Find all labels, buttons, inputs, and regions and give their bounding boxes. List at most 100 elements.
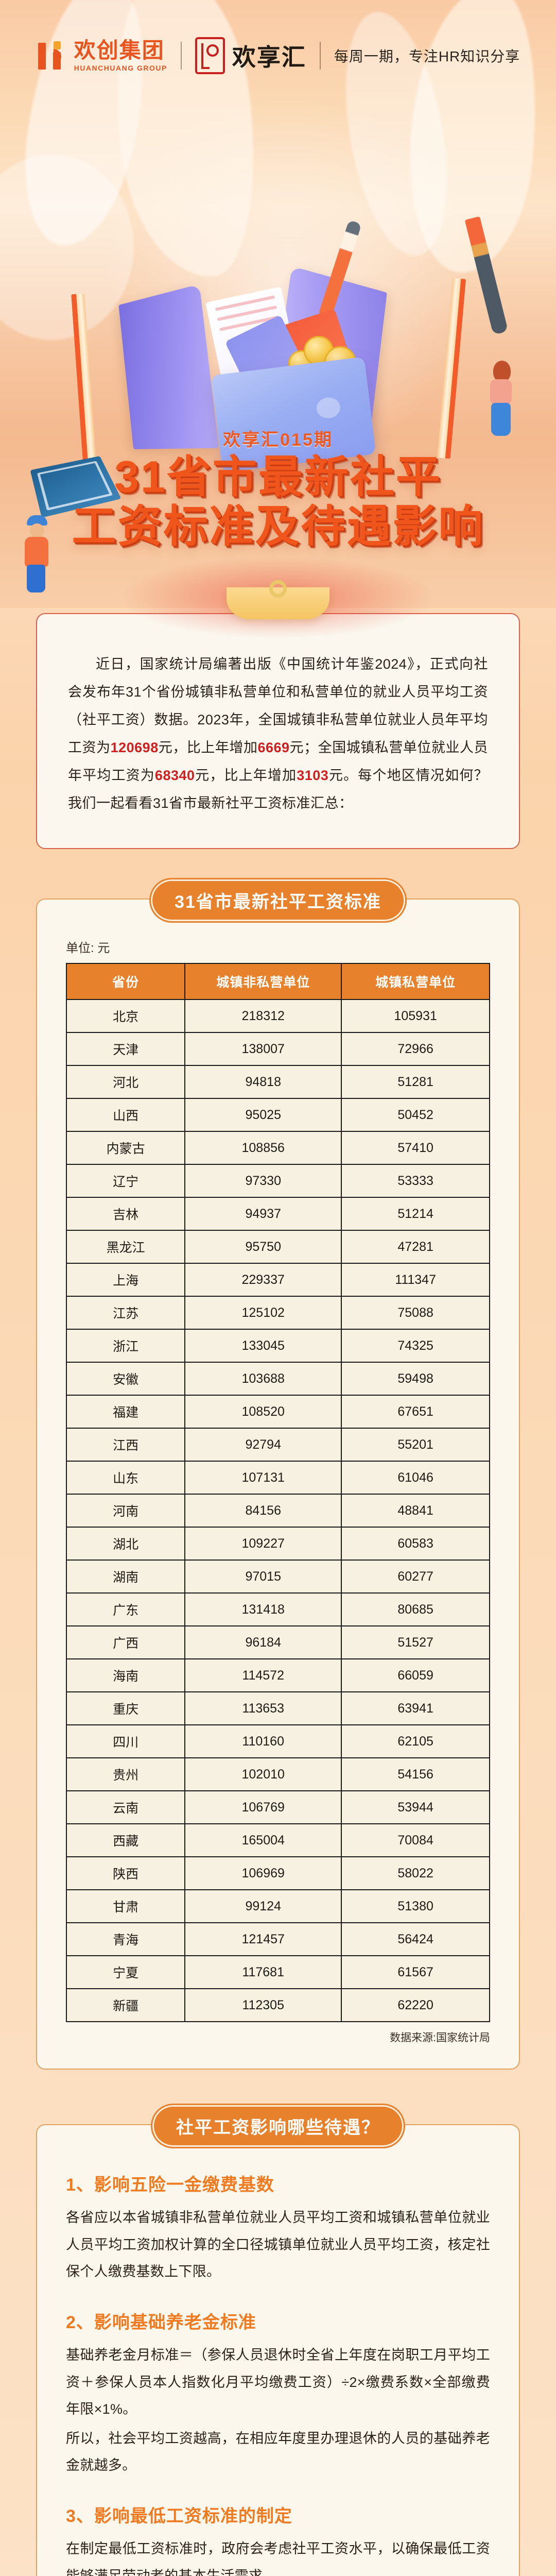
cell-province: 安徽: [65, 1362, 186, 1396]
hero-illustration: [0, 124, 556, 518]
cell-nonprivate: 125102: [184, 1296, 342, 1330]
cell-province: 吉林: [65, 1197, 186, 1231]
page-title-line1: 31省市最新社平: [114, 452, 442, 502]
table-row: 黑龙江 95750 47281: [65, 1230, 490, 1264]
table-row: 湖北 109227 60583: [65, 1527, 490, 1561]
cell-private: 57410: [341, 1131, 490, 1165]
table-row: 浙江 133045 74325: [65, 1329, 490, 1363]
cell-nonprivate: 107131: [184, 1461, 342, 1495]
cell-private: 51527: [341, 1625, 490, 1659]
table-row: 河北 94818 51281: [65, 1065, 490, 1099]
page-title: 31省市最新社平 工资标准及待遇影响: [0, 452, 556, 552]
col-header-nonprivate: 城镇非私营单位: [184, 963, 342, 1000]
table-row: 吉林 94937 51214: [65, 1197, 490, 1231]
cell-province: 江苏: [65, 1296, 186, 1330]
cell-province: 西藏: [65, 1823, 186, 1857]
table-row: 海南 114572 66059: [65, 1658, 490, 1692]
cell-private: 59498: [341, 1362, 490, 1396]
cell-province: 北京: [65, 999, 186, 1033]
intro-text-e: 元。每个地区情况如何？我们一起看看31省市最新社平工资标准汇总：: [68, 768, 489, 811]
table-row: 西藏 165004 70084: [65, 1823, 490, 1857]
table-row: 北京 218312 105931: [65, 999, 490, 1033]
hero-banner: 欢创集团 HUANCHUANG GROUP 欢享汇 每周一期，专注HR知识分享 …: [0, 0, 556, 608]
cell-nonprivate: 106769: [184, 1790, 342, 1824]
cell-private: 61046: [341, 1461, 490, 1495]
table-row: 江西 92794 55201: [65, 1428, 490, 1462]
cell-private: 62105: [341, 1724, 490, 1758]
huanchuang-logo-icon: [36, 40, 68, 72]
intro-value-nonprivate-avg: 120698: [110, 740, 159, 755]
cell-province: 湖南: [65, 1560, 186, 1594]
table-row: 山西 95025 50452: [65, 1098, 490, 1132]
group-name-cn: 欢创集团: [74, 38, 165, 62]
impact-item-paragraph: 基础养老金月标准＝（参保人员退休时全省上年度在岗职工月平均工资＋参保人员本人指数…: [66, 2347, 490, 2417]
cell-nonprivate: 102010: [184, 1757, 342, 1791]
cell-province: 河南: [65, 1494, 186, 1528]
cell-province: 青海: [65, 1922, 186, 1956]
cell-private: 53944: [341, 1790, 490, 1824]
episode-label: 欢享汇015期: [223, 430, 333, 450]
cell-nonprivate: 94937: [184, 1197, 342, 1231]
table-row: 广西 96184 51527: [65, 1625, 490, 1659]
salary-table-ribbon-title: 31省市最新社平工资标准: [149, 878, 407, 923]
cell-private: 53333: [341, 1164, 490, 1198]
cell-province: 湖北: [65, 1527, 186, 1561]
cell-private: 51214: [341, 1197, 490, 1231]
table-row: 天津 138007 72966: [65, 1032, 490, 1066]
table-row: 重庆 113653 63941: [65, 1691, 490, 1725]
channel-name: 欢享汇: [232, 44, 306, 71]
cell-province: 陕西: [65, 1856, 186, 1890]
cell-nonprivate: 103688: [184, 1362, 342, 1396]
table-row: 福建 108520 67651: [65, 1395, 490, 1429]
impact-ribbon-title: 社平工资影响哪些待遇？: [151, 2104, 405, 2148]
salary-table-section: 31省市最新社平工资标准 单位: 元 省份 城镇非私营单位 城镇私营单位 北京 2…: [36, 878, 520, 2070]
person-illustration-left: [19, 515, 55, 592]
cell-private: 48841: [341, 1494, 490, 1528]
cell-private: 58022: [341, 1856, 490, 1890]
impact-item: 2、影响基础养老金标准 基础养老金月标准＝（参保人员退休时全省上年度在岗职工月平均…: [66, 2308, 490, 2479]
table-row: 青海 121457 56424: [65, 1922, 490, 1956]
cell-province: 贵州: [65, 1757, 186, 1791]
cell-nonprivate: 138007: [184, 1032, 342, 1066]
intro-value-private-increase: 3103: [297, 768, 329, 783]
cell-private: 47281: [341, 1230, 490, 1264]
cell-province: 江西: [65, 1428, 186, 1462]
unit-label: 单位: 元: [66, 941, 110, 955]
impact-item-paragraph: 在制定最低工资标准时，政府会考虑社平工资水平，以确保最低工资能够满足劳动者的基本…: [66, 2541, 490, 2576]
table-row: 内蒙古 108856 57410: [65, 1131, 490, 1165]
table-row: 陕西 106969 58022: [65, 1856, 490, 1890]
cell-nonprivate: 133045: [184, 1329, 342, 1363]
cell-nonprivate: 117681: [184, 1955, 342, 1989]
cell-province: 海南: [65, 1658, 186, 1692]
cell-private: 54156: [341, 1757, 490, 1791]
brand-header: 欢创集团 HUANCHUANG GROUP 欢享汇 每周一期，专注HR知识分享: [0, 37, 556, 74]
cell-private: 51281: [341, 1065, 490, 1099]
cell-nonprivate: 112305: [184, 1988, 342, 2022]
impact-item-paragraph: 所以，社会平均工资越高，在相应年度里办理退休的人员的基础养老金就越多。: [66, 2430, 490, 2473]
table-row: 上海 229337 111347: [65, 1263, 490, 1297]
cell-province: 福建: [65, 1395, 186, 1429]
cell-nonprivate: 94818: [184, 1065, 342, 1099]
cell-nonprivate: 114572: [184, 1658, 342, 1692]
impact-item: 1、影响五险一金缴费基数 各省应以本省城镇非私营单位就业人员平均工资和城镇私营单位…: [66, 2171, 490, 2285]
group-name-block: 欢创集团 HUANCHUANG GROUP: [74, 40, 167, 72]
table-row: 云南 106769 53944: [65, 1790, 490, 1824]
table-row: 辽宁 97330 53333: [65, 1164, 490, 1198]
open-book-left-page: [118, 284, 219, 449]
cell-nonprivate: 97015: [184, 1560, 342, 1594]
intro-text-b: 元，比上年增加: [158, 740, 258, 755]
table-row: 甘肃 99124 51380: [65, 1889, 490, 1923]
cell-province: 浙江: [65, 1329, 186, 1363]
fountain-pen-icon: [464, 216, 509, 335]
col-header-province: 省份: [65, 963, 186, 1000]
cell-private: 55201: [341, 1428, 490, 1462]
cell-province: 天津: [65, 1032, 186, 1066]
cell-nonprivate: 95025: [184, 1098, 342, 1132]
tagline-divider: [319, 42, 321, 70]
intro-value-private-avg: 68340: [154, 768, 195, 783]
cell-private: 60583: [341, 1527, 490, 1561]
intro-text-d: 元，比上年增加: [195, 768, 297, 783]
seal-icon: [195, 37, 225, 74]
cell-province: 新疆: [65, 1988, 186, 2022]
cell-private: 74325: [341, 1329, 490, 1363]
